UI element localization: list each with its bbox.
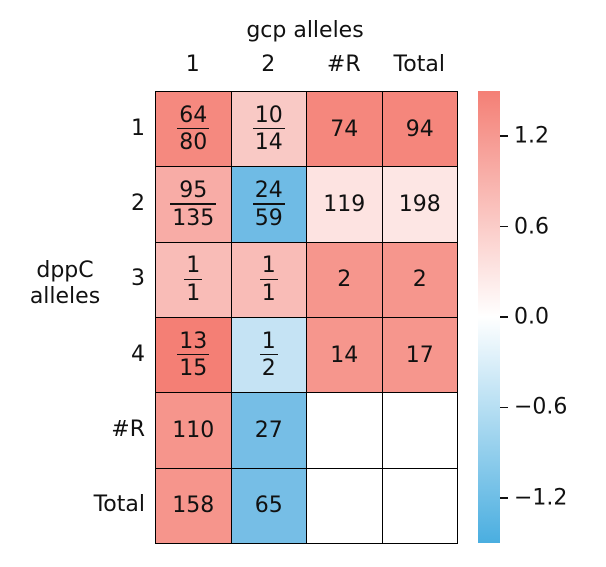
cell-fraction: 24 59 (252, 178, 285, 231)
row-label: 1 (131, 115, 145, 141)
cell-value: 14 (330, 342, 359, 368)
heatmap-cell: 110 (155, 392, 232, 469)
colorbar-tick (500, 225, 508, 228)
cell-value: 27 (254, 417, 283, 443)
heatmap-cell: 27 (230, 392, 307, 469)
cell-value: 94 (405, 116, 434, 142)
heatmap-cell (381, 392, 458, 469)
fraction-bar (252, 203, 285, 205)
cell-value: 158 (172, 493, 215, 519)
colorbar-tick-label: −1.2 (514, 485, 568, 511)
fraction-denominator: 1 (261, 281, 276, 307)
row-label: 2 (131, 190, 145, 216)
fraction-numerator: 24 (254, 178, 283, 204)
heatmap-cell: 13 15 (155, 316, 232, 394)
row-label: 4 (131, 341, 145, 367)
column-label: 1 (185, 52, 200, 77)
fraction-denominator: 135 (172, 205, 215, 231)
heatmap-grid: 64 80 10 14 74 94 95 135 24 59 119 198 1 1 1 1 2 2 13 15 1 2 1… (155, 91, 458, 544)
row-label: #R (111, 416, 145, 442)
heatmap-cell (306, 467, 383, 544)
fraction-denominator: 15 (179, 356, 208, 382)
fraction-bar (170, 203, 217, 205)
colorbar-tick-label: 0.6 (514, 214, 549, 240)
fraction-denominator: 1 (186, 281, 201, 307)
cell-value: 119 (323, 191, 366, 217)
colorbar-tick-label: 1.2 (514, 123, 549, 149)
cell-value: 198 (398, 191, 441, 217)
cell-fraction: 95 135 (170, 178, 217, 231)
fraction-numerator: 1 (261, 253, 276, 279)
fraction-numerator: 1 (261, 328, 276, 354)
fraction-denominator: 14 (254, 130, 283, 156)
fraction-bar (259, 353, 278, 356)
cell-fraction: 13 15 (177, 328, 210, 382)
fraction-denominator: 59 (254, 205, 283, 231)
cell-value: 65 (254, 493, 283, 519)
fraction-numerator: 95 (179, 178, 208, 204)
fraction-numerator: 1 (186, 253, 201, 279)
colorbar-tick (500, 497, 508, 499)
fraction-denominator: 80 (179, 130, 208, 156)
column-label: #R (326, 52, 361, 77)
fraction-bar (184, 278, 203, 281)
fraction-bar (177, 127, 210, 130)
column-label: 2 (261, 52, 276, 77)
colorbar-tick (500, 406, 508, 409)
y-axis-title-line-1: dppC (36, 258, 94, 283)
fraction-numerator: 10 (254, 102, 283, 128)
colorbar (478, 91, 500, 543)
heatmap-cell: 2 (306, 241, 383, 318)
heatmap-cell: 10 14 (230, 91, 307, 168)
cell-value: 2 (337, 267, 352, 293)
heatmap-cell: 64 80 (155, 91, 232, 168)
heatmap-cell: 17 (381, 316, 458, 394)
row-label: Total (93, 492, 145, 518)
cell-fraction: 64 80 (177, 102, 210, 156)
heatmap-cell: 14 (306, 316, 383, 394)
heatmap-cell: 2 (381, 241, 458, 318)
heatmap-cell: 94 (381, 91, 458, 168)
heatmap-cell (306, 392, 383, 469)
column-label: Total (393, 52, 445, 77)
heatmap-cell: 74 (306, 91, 383, 168)
row-label: 3 (131, 266, 145, 292)
colorbar-tick (500, 135, 508, 137)
cell-value: 110 (172, 417, 215, 443)
x-axis-title: gcp alleles (246, 18, 364, 43)
heatmap-cell: 119 (306, 166, 383, 243)
heatmap-cell (381, 467, 458, 544)
colorbar-tick-label: 0.0 (514, 304, 549, 330)
cell-value: 2 (412, 267, 427, 293)
fraction-bar (177, 353, 210, 356)
colorbar-tick-label: −0.6 (514, 394, 568, 420)
heatmap-cell: 65 (230, 467, 307, 544)
y-axis-title: dppC alleles (30, 258, 100, 311)
heatmap-cell: 158 (155, 467, 232, 544)
fraction-bar (252, 127, 285, 130)
y-axis-title-line-2: alleles (29, 284, 101, 310)
heatmap-cell: 198 (381, 166, 458, 243)
cell-fraction: 10 14 (252, 102, 285, 156)
cell-value: 74 (330, 116, 359, 142)
cell-value: 17 (405, 342, 434, 368)
fraction-numerator: 13 (179, 328, 208, 354)
fraction-bar (259, 278, 278, 281)
fraction-denominator: 2 (261, 356, 276, 382)
fraction-numerator: 64 (179, 102, 208, 128)
heatmap-cell: 95 135 (155, 166, 232, 243)
colorbar-tick (500, 316, 508, 318)
heatmap-cell: 24 59 (230, 166, 307, 243)
